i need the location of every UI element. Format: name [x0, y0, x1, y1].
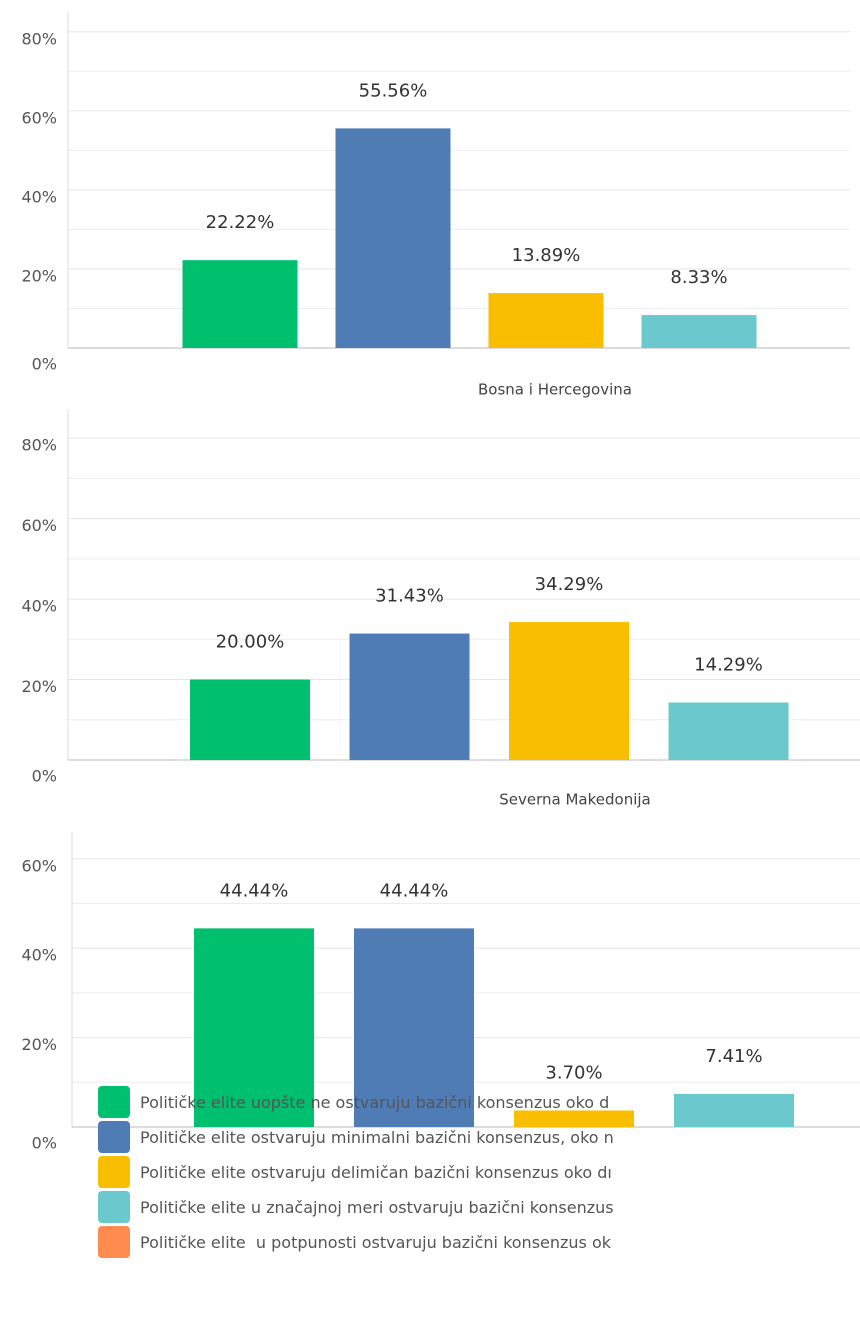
bar	[509, 622, 629, 760]
bar	[641, 315, 757, 348]
legend-swatch	[98, 1226, 130, 1258]
bar	[488, 293, 604, 348]
value-label: 7.41%	[705, 1046, 762, 1067]
value-label: 44.44%	[220, 880, 289, 901]
legend-swatch	[98, 1156, 130, 1188]
value-label: 31.43%	[375, 586, 444, 607]
value-label: 20.00%	[216, 632, 285, 653]
bar	[182, 260, 298, 348]
legend-item: Političke elite uopšte ne ostvaruju bazi…	[98, 1086, 820, 1118]
legend-label: Političke elite u potpunosti ostvaruju b…	[140, 1232, 612, 1252]
value-label: 13.89%	[512, 245, 581, 266]
y-tick-label: 0%	[32, 1134, 57, 1153]
value-label: 8.33%	[670, 267, 727, 288]
bar	[194, 928, 314, 1127]
legend-label: Političke elite u značajnoj meri ostvaru…	[140, 1197, 614, 1217]
bar	[354, 928, 474, 1127]
y-tick-label: 0%	[32, 767, 57, 786]
y-tick-label: 20%	[21, 1035, 57, 1054]
y-tick-label: 80%	[21, 29, 57, 48]
legend-item: Političke elite ostvaruju minimalni bazi…	[98, 1121, 820, 1153]
value-label: 22.22%	[206, 212, 275, 233]
value-label: 55.56%	[359, 80, 428, 101]
legend-item: Političke elite ostvaruju delimičan bazi…	[98, 1156, 820, 1188]
y-tick-label: 0%	[32, 355, 57, 374]
chart-title: Bosna i Hercegovina	[478, 381, 632, 399]
legend-swatch	[98, 1086, 130, 1118]
bar	[349, 633, 470, 760]
legend-label: Političke elite uopšte ne ostvaruju bazi…	[140, 1092, 610, 1112]
bar	[335, 128, 451, 348]
y-tick-label: 20%	[21, 677, 57, 696]
y-tick-label: 20%	[21, 266, 57, 285]
y-tick-label: 40%	[21, 597, 57, 616]
y-tick-label: 40%	[21, 187, 57, 206]
legend-label: Političke elite ostvaruju minimalni bazi…	[140, 1127, 614, 1147]
legend-swatch	[98, 1121, 130, 1153]
value-label: 14.29%	[694, 655, 763, 676]
bar	[190, 679, 310, 760]
legend-label: Političke elite ostvaruju delimičan bazi…	[140, 1162, 612, 1182]
y-tick-label: 60%	[21, 856, 57, 875]
legend-item: Političke elite u značajnoj meri ostvaru…	[98, 1191, 820, 1223]
y-tick-label: 60%	[21, 108, 57, 127]
y-tick-label: 60%	[21, 516, 57, 535]
y-tick-label: 80%	[21, 436, 57, 455]
legend-item: Političke elite u potpunosti ostvaruju b…	[98, 1226, 820, 1258]
y-tick-label: 40%	[21, 946, 57, 965]
bar	[514, 1110, 634, 1127]
value-label: 44.44%	[380, 880, 449, 901]
bar	[674, 1093, 794, 1127]
legend-swatch	[98, 1191, 130, 1223]
chart-title: Severna Makedonija	[499, 791, 650, 809]
value-label: 3.70%	[545, 1062, 602, 1083]
bar	[668, 702, 789, 760]
value-label: 34.29%	[535, 574, 604, 595]
